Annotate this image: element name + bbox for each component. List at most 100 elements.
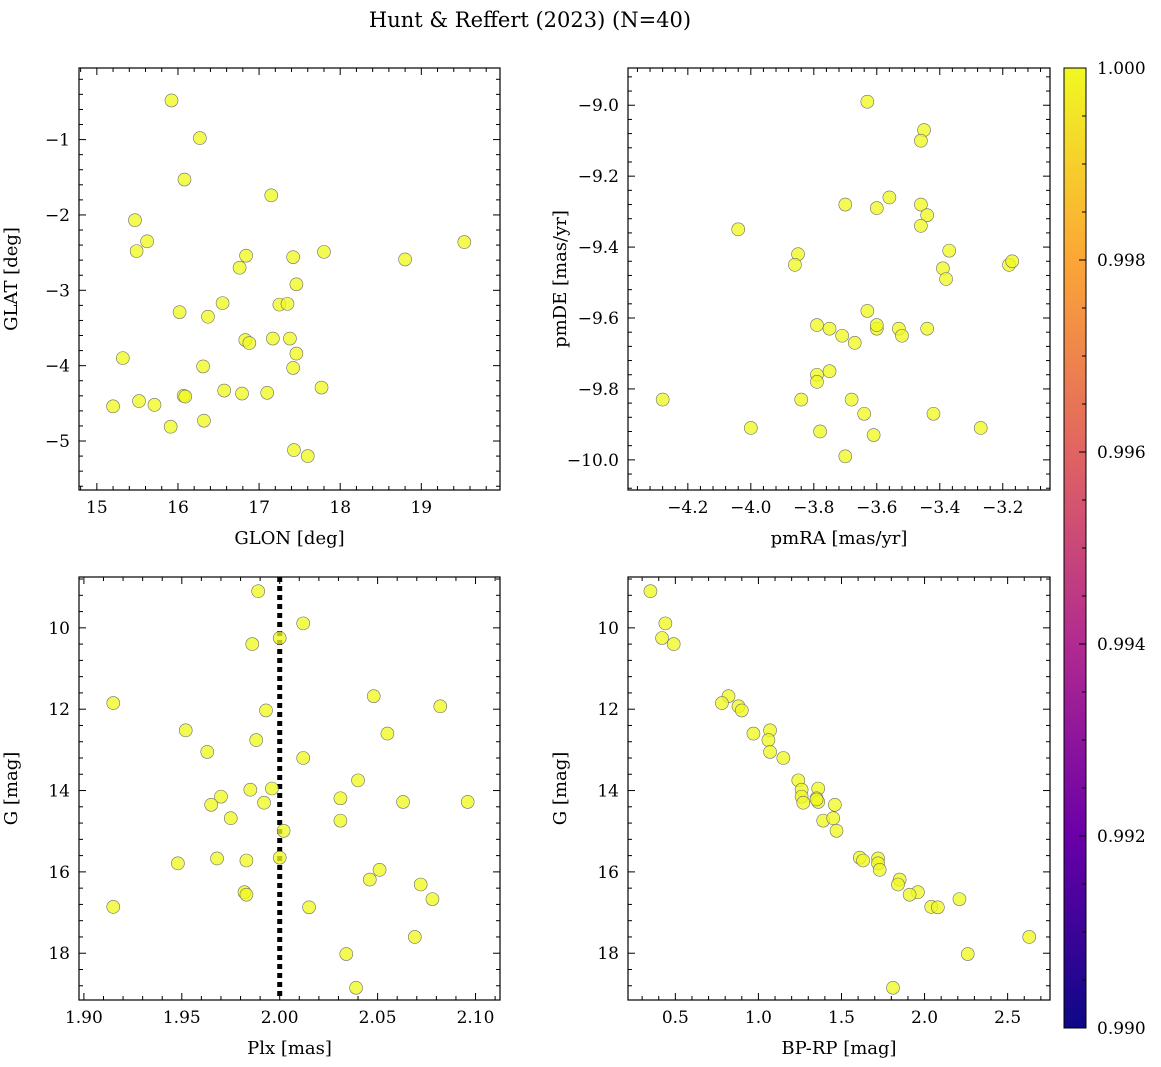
data-point (140, 234, 154, 249)
y-tick-label: −9.0 (578, 96, 619, 116)
data-point (239, 887, 254, 902)
data-point (408, 930, 422, 944)
x-tick-label: 16 (167, 498, 189, 518)
data-point (666, 637, 681, 651)
data-point (106, 900, 121, 914)
data-point (973, 421, 988, 435)
data-point (333, 791, 348, 806)
data-point (178, 389, 193, 404)
data-point (259, 703, 273, 718)
x-tick-label: 2.10 (457, 1008, 495, 1028)
data-point (866, 428, 881, 442)
y-tick-label: −5 (45, 432, 70, 452)
data-point (895, 328, 909, 343)
data-point (280, 297, 295, 311)
data-point (715, 696, 729, 710)
data-point (380, 726, 395, 741)
data-point (339, 947, 354, 961)
data-point (857, 406, 871, 421)
panels: 15 16 17 18 19 −5 −4 −3 −2 −1 GLON [deg] GLAT [deg]… (1, 67, 1051, 1059)
data-point (260, 385, 274, 400)
y-axis-label: G [mag] (1, 752, 22, 825)
colorbar-tick-label: 0.990 (1097, 1019, 1146, 1039)
data-point (856, 853, 870, 868)
data-point (210, 851, 224, 866)
data-point (177, 172, 192, 187)
data-point (265, 781, 279, 796)
data-point (914, 219, 928, 233)
scatter-panel-4: 0.5 1.0 1.5 2.0 2.5 10 12 14 16 18 BP-RP [mag] G [m… (550, 576, 1051, 1059)
data-point (245, 637, 260, 651)
data-point (264, 188, 279, 203)
data-point (164, 93, 179, 108)
data-point (960, 947, 975, 961)
y-tick-label: 10 (597, 619, 619, 639)
x-tick-label: −3.4 (919, 498, 960, 518)
data-point (178, 723, 193, 738)
x-tick-label: 17 (248, 498, 270, 518)
plot-area (106, 93, 472, 463)
axes-frame (78, 67, 501, 491)
data-point (860, 304, 875, 318)
data-point (128, 213, 142, 228)
y-axis-label: GLAT [deg] (1, 227, 22, 331)
data-point (869, 318, 884, 332)
data-point (366, 689, 381, 703)
x-tick-label: 2.0 (911, 1008, 938, 1028)
plot-area (655, 94, 1020, 464)
y-tick-label: 14 (48, 782, 70, 802)
scatter-panel-1: 15 16 17 18 19 −5 −4 −3 −2 −1 GLON [deg] GLAT [deg] (1, 67, 501, 549)
y-tick-label: −4 (45, 357, 70, 377)
x-tick-label: 2.5 (994, 1008, 1021, 1028)
data-point (433, 699, 448, 714)
data-point (132, 394, 146, 408)
y-tick-label: −10.0 (567, 451, 619, 471)
data-point (286, 361, 300, 375)
scatter-panel-3: 1.90 1.95 2.00 2.05 2.10 10 12 14 16 18 Plx [mas] G… (1, 576, 501, 1059)
data-point (460, 795, 475, 809)
data-point (147, 398, 162, 412)
data-point (196, 359, 210, 374)
y-tick-label: 10 (48, 619, 70, 639)
data-point (457, 235, 472, 249)
data-point (829, 823, 844, 838)
y-tick-label: 18 (597, 944, 619, 964)
data-point (891, 877, 905, 892)
data-point (788, 258, 802, 272)
data-point (129, 244, 144, 258)
data-point (813, 424, 827, 439)
data-point (243, 782, 258, 797)
x-tick-label: −3.2 (982, 498, 1023, 518)
data-point (920, 208, 934, 222)
data-point (860, 94, 875, 109)
data-point (201, 309, 215, 324)
y-tick-label: 12 (48, 700, 70, 720)
data-point (396, 795, 410, 809)
data-point (920, 321, 934, 336)
x-tick-label: 1.90 (65, 1008, 103, 1028)
axes-frame (78, 576, 501, 1001)
data-point (914, 133, 928, 148)
data-point (272, 631, 287, 645)
plot-area (106, 577, 475, 1000)
data-point (239, 853, 254, 868)
data-point (731, 222, 746, 237)
data-point (200, 745, 215, 759)
colorbar-tick-label: 0.992 (1097, 827, 1146, 847)
data-point (826, 811, 840, 825)
data-point (362, 872, 377, 887)
data-point (886, 980, 900, 995)
data-point (794, 392, 809, 407)
data-point (232, 260, 247, 275)
x-tick-label: −3.8 (793, 498, 834, 518)
data-point (413, 877, 428, 892)
data-point (1022, 930, 1037, 944)
data-point (217, 383, 232, 398)
data-point (655, 392, 670, 407)
data-point (810, 375, 824, 389)
y-tick-label: 16 (48, 863, 70, 883)
y-tick-label: −3 (45, 281, 70, 301)
data-point (172, 305, 187, 319)
data-point (425, 892, 440, 906)
